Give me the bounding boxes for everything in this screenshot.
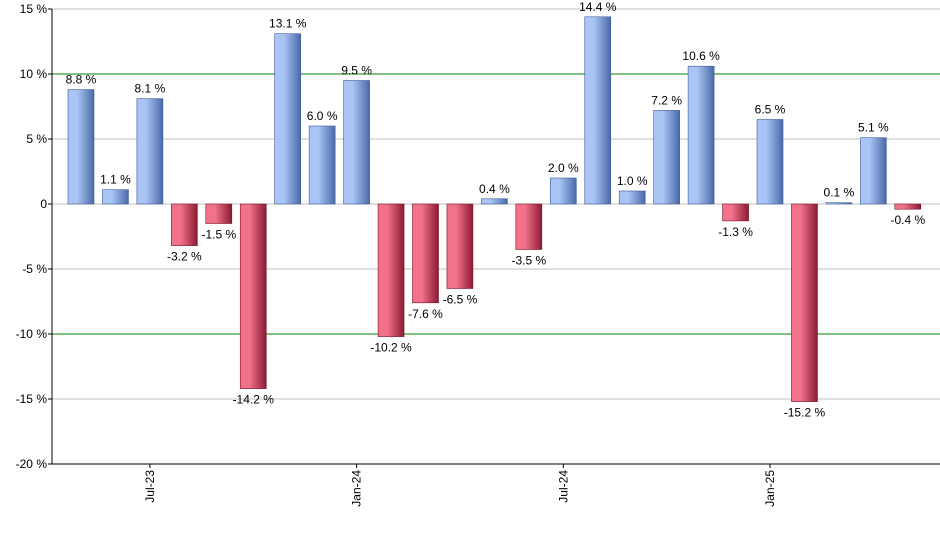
bar-value-label: -1.3 % — [718, 225, 753, 239]
bar-value-label: -3.5 % — [512, 254, 547, 268]
bar-value-label: 6.5 % — [755, 103, 786, 117]
bar — [343, 80, 370, 205]
bar — [618, 190, 646, 205]
bar — [274, 33, 302, 205]
bar-value-label: -10.2 % — [370, 341, 412, 355]
x-tick-label: Jul-24 — [556, 470, 570, 503]
bar — [894, 203, 922, 210]
bar — [756, 119, 784, 205]
bar — [515, 203, 543, 250]
bars — [67, 16, 922, 402]
y-tick-label: -10 % — [16, 327, 48, 341]
y-tick-label: 15 % — [20, 2, 48, 16]
bar-value-label: -15.2 % — [784, 406, 826, 420]
bar-value-label: -1.5 % — [201, 228, 236, 242]
bar — [446, 203, 474, 289]
y-tick-label: 0 — [40, 197, 47, 211]
bar-value-label: 10.6 % — [682, 49, 720, 63]
y-tick-label: 5 % — [26, 132, 47, 146]
data-labels: 8.8 % 1.1 % 8.1 % -3.2 % -1.5 % -14.2 % 13.1 %… — [66, 0, 926, 420]
bar — [102, 189, 129, 205]
bar-value-label: 1.0 % — [617, 174, 648, 188]
bar — [377, 203, 405, 337]
bar-value-label: 0.1 % — [824, 186, 855, 200]
bar-value-label: 14.4 % — [579, 0, 617, 14]
y-tick-label: 10 % — [20, 67, 48, 81]
bar — [791, 203, 818, 402]
bar-value-label: 5.1 % — [858, 121, 889, 135]
y-tick-label: -5 % — [22, 262, 47, 276]
bar — [205, 203, 233, 224]
bar-value-label: -3.2 % — [167, 250, 202, 264]
bar — [584, 16, 612, 205]
x-tick-label: Jan-25 — [763, 470, 777, 507]
bar — [481, 198, 508, 205]
bar — [653, 110, 680, 205]
bar — [412, 203, 439, 304]
bar — [860, 137, 887, 205]
bar — [136, 98, 164, 205]
bar-value-label: -6.5 % — [443, 293, 478, 307]
bar-value-label: 13.1 % — [269, 17, 307, 31]
y-tick-label: -15 % — [16, 392, 48, 406]
bar — [67, 89, 95, 205]
bar-value-label: -14.2 % — [233, 393, 275, 407]
bar — [239, 203, 267, 389]
bar-value-label: 6.0 % — [307, 109, 338, 123]
bar — [722, 203, 749, 222]
bar-value-label: 2.0 % — [548, 161, 579, 175]
bar-value-label: 9.5 % — [341, 64, 372, 78]
y-tick-label: -20 % — [16, 457, 48, 471]
bar — [171, 203, 198, 246]
bar — [687, 65, 715, 205]
bar-value-label: 0.4 % — [479, 182, 510, 196]
bar — [825, 202, 853, 205]
x-tick-label: Jan-24 — [350, 470, 364, 507]
x-tick-label: Jul-23 — [143, 470, 157, 503]
bar-value-label: 8.8 % — [66, 73, 97, 87]
bar-value-label: 8.1 % — [135, 82, 166, 96]
bar-value-label: 7.2 % — [651, 93, 682, 107]
bar-value-label: 1.1 % — [100, 173, 131, 187]
bar-value-label: -7.6 % — [408, 307, 443, 321]
bar — [549, 177, 577, 205]
axes: 15 % 10 % 5 % 0 -5 % -10 % -15 % -20 % Jul-23 Jan… — [16, 2, 940, 507]
bar — [308, 125, 336, 205]
bar-value-label: -0.4 % — [890, 213, 925, 227]
